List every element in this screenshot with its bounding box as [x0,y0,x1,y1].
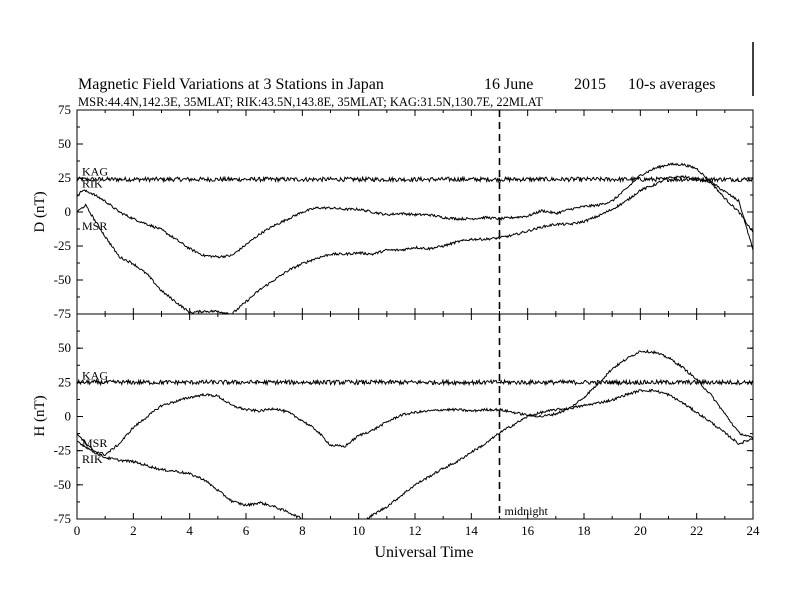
panel-d-ylabel: D (nT) [32,191,48,232]
y-tick-label: 75 [58,102,71,117]
series-line-kag [77,378,754,387]
x-tick-label: 8 [299,523,306,538]
series-line-msr [76,174,754,315]
x-axis-label: Universal Time [374,544,473,561]
x-tick-label: 20 [634,523,647,538]
series-line-msr [76,349,754,457]
series-label-msr: MSR [82,436,107,450]
x-tick-label: 4 [186,523,193,538]
y-tick-label: -50 [54,477,71,492]
chart-title: Magnetic Field Variations at 3 Stations … [78,76,384,93]
y-tick-label: -25 [54,238,71,253]
y-tick-label: 50 [58,340,71,355]
chart-date: 16 June [484,76,533,93]
x-tick-label: 2 [130,523,137,538]
x-tick-label: 12 [409,523,422,538]
series-label-rik: RIK [82,177,103,191]
y-tick-label: 25 [58,374,71,389]
y-tick-label: -75 [54,306,71,321]
x-tick-label: 10 [352,523,365,538]
series-label-rik: RIK [82,452,103,466]
x-tick-label: 24 [747,523,761,538]
x-tick-label: 14 [465,523,479,538]
y-tick-label: -75 [54,511,71,526]
series-line-kag [76,175,754,184]
chart-averaging: 10-s averages [628,76,716,93]
y-tick-label: -25 [54,443,71,458]
series-label-kag: KAG [82,368,108,382]
y-tick-label: 0 [65,204,72,219]
y-tick-label: 50 [58,136,71,151]
x-tick-label: 0 [74,523,81,538]
y-tick-label: 25 [58,170,71,185]
series-label-msr: MSR [82,219,107,233]
y-tick-label: 0 [65,409,72,424]
midnight-annotation: midnight [505,504,549,518]
chart-year: 2015 [574,76,606,93]
panel-h-ylabel: H (nT) [32,395,48,436]
series-line-rik [76,388,754,520]
series-line-rik [76,162,754,259]
x-tick-label: 16 [521,523,535,538]
series-lines [76,162,754,520]
series-label-kag: KAG [82,164,108,178]
x-tick-label: 22 [690,523,703,538]
x-tick-label: 6 [243,523,250,538]
chart-subtitle: MSR:44.4N,142.3E, 35MLAT; RIK:43.5N,143.… [78,95,543,109]
y-tick-label: -50 [54,272,71,287]
x-tick-label: 18 [578,523,591,538]
